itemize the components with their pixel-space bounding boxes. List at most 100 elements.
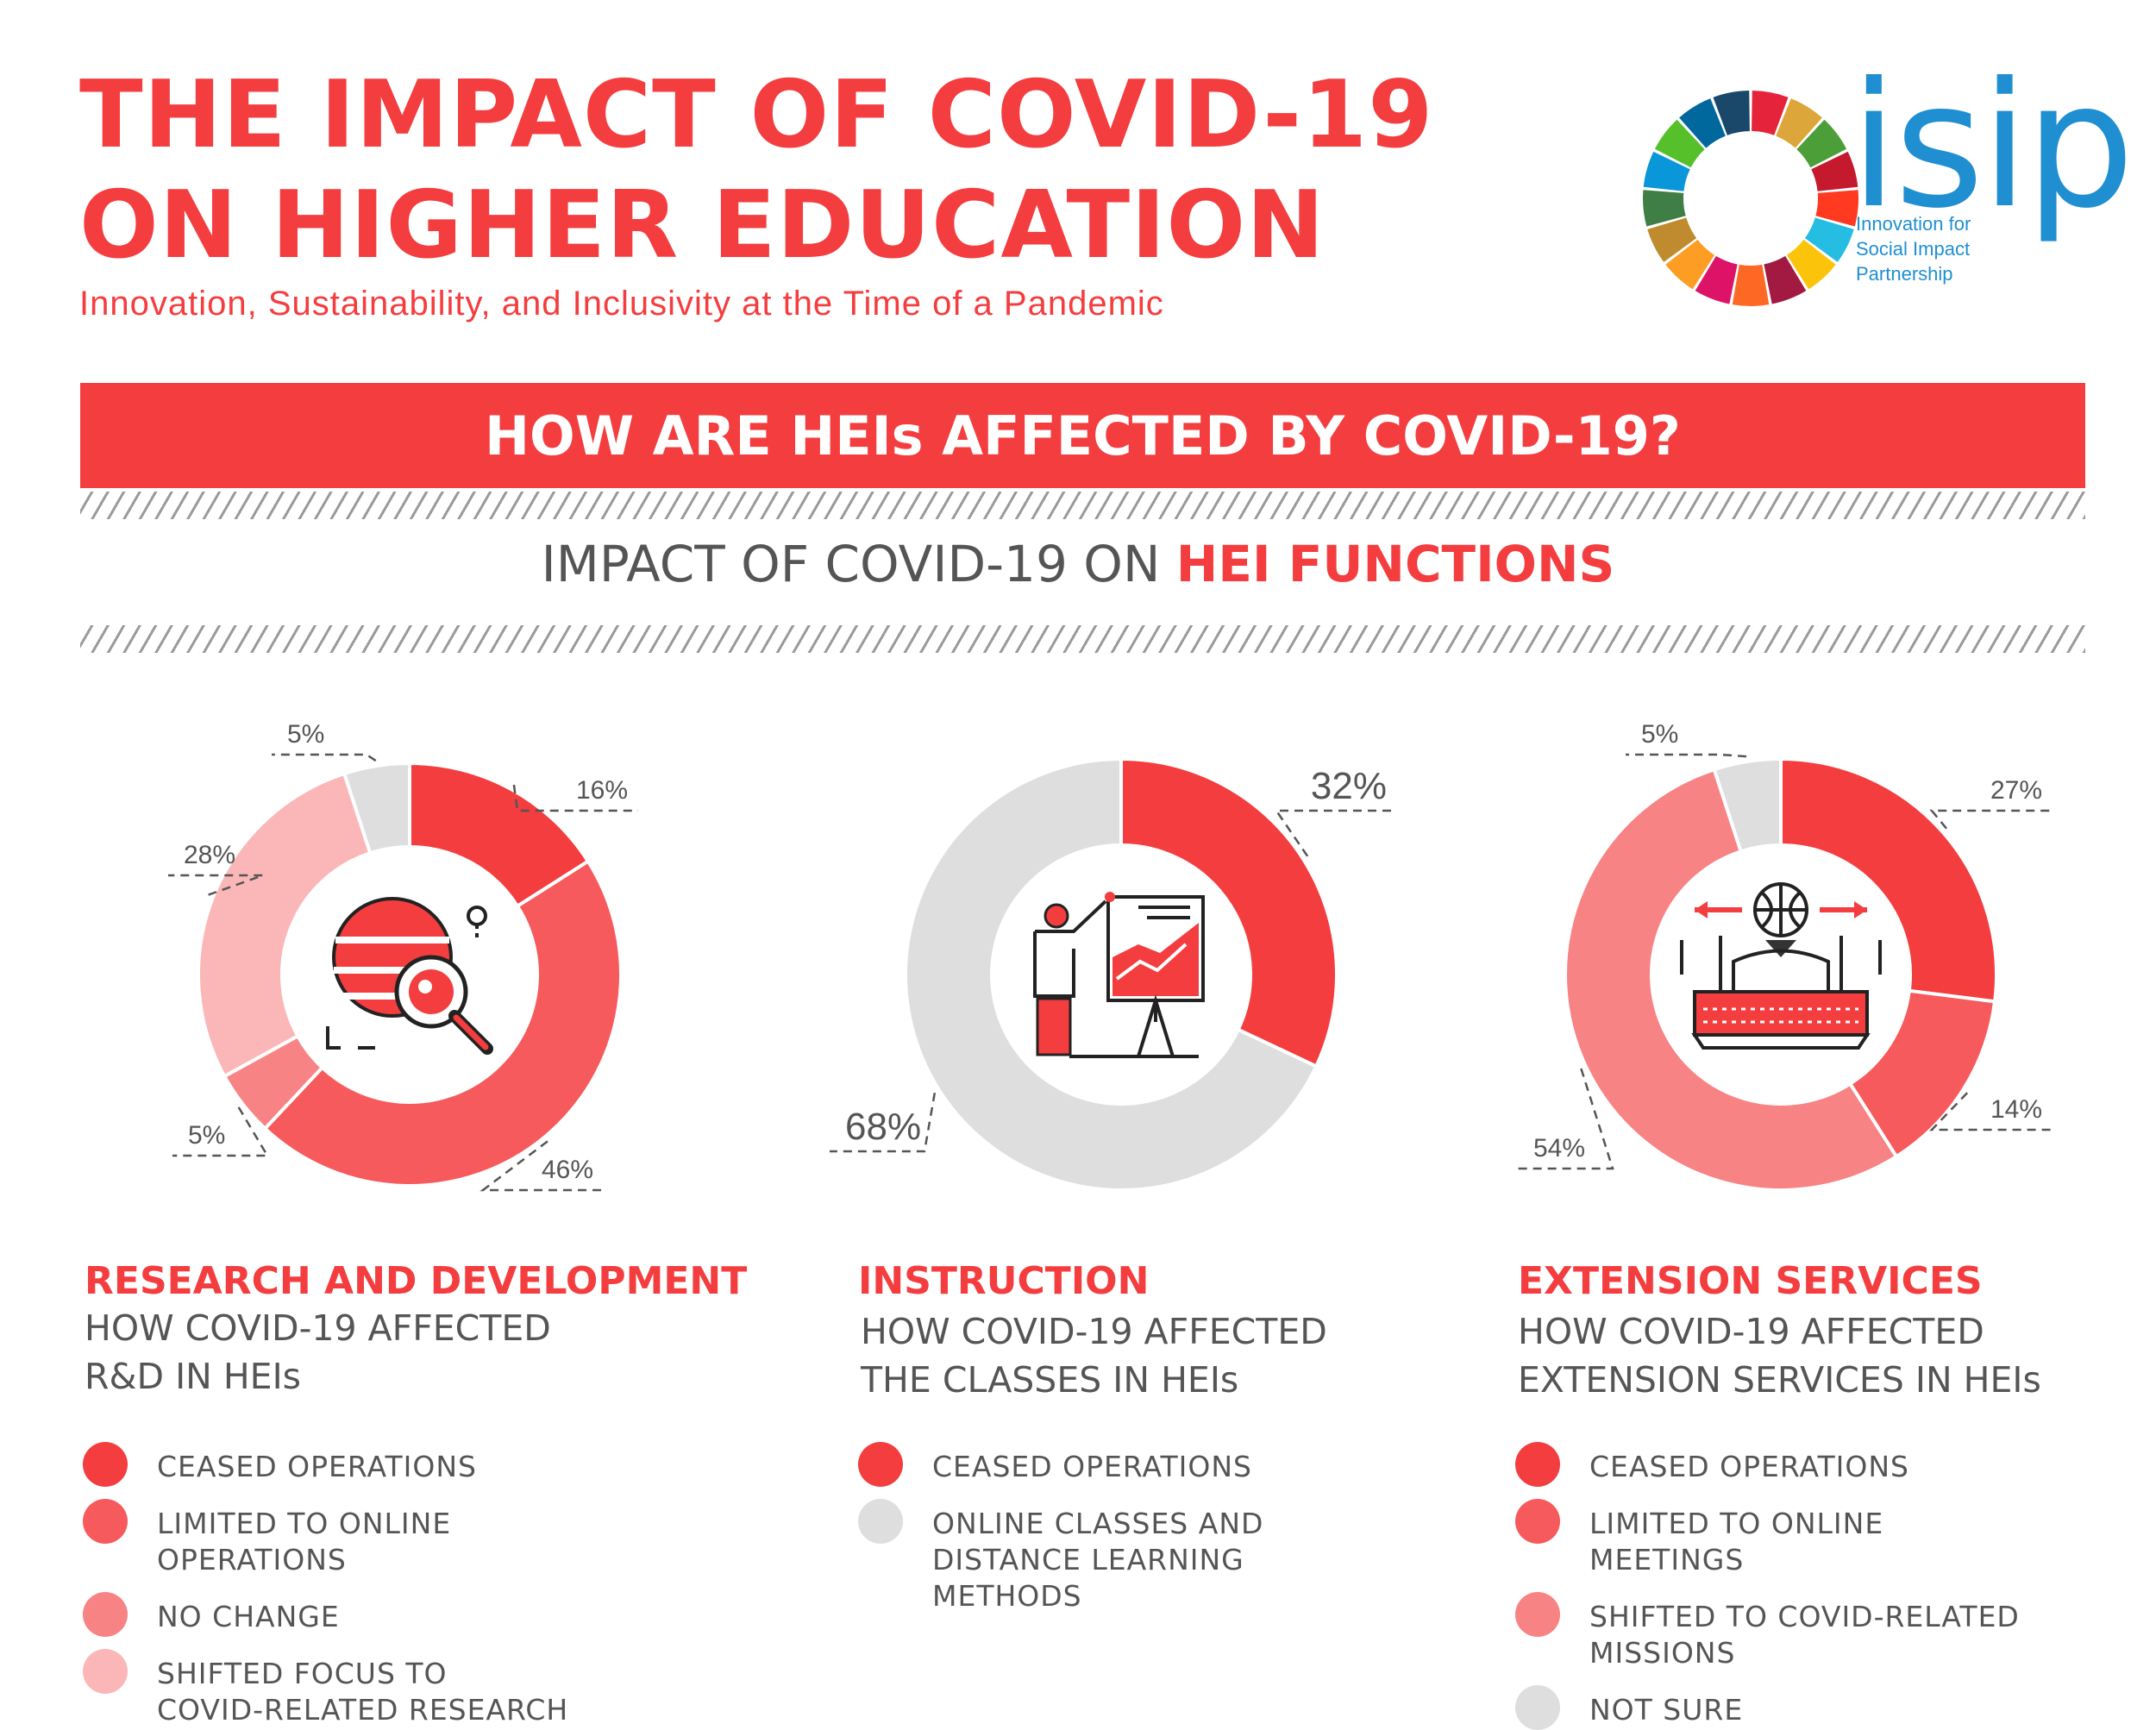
hatch-divider-top bbox=[80, 492, 2085, 519]
legend-label: NO CHANGE bbox=[157, 1600, 340, 1633]
data-label: 5% bbox=[188, 1121, 225, 1150]
donut-chart-extension: 27% 14% 54% 5% bbox=[1518, 720, 2053, 1192]
legend-label: ONLINE CLASSES AND DISTANCE LEARNING MET… bbox=[932, 1507, 1264, 1613]
data-label: 16% bbox=[576, 776, 628, 805]
legend-item: CEASED OPERATIONS bbox=[83, 1442, 477, 1487]
legend-label: CEASED OPERATIONS bbox=[157, 1450, 477, 1483]
logo-ring-segment bbox=[1786, 239, 1836, 290]
logo-ring-segment bbox=[1732, 264, 1770, 306]
donut-slice bbox=[197, 771, 373, 1079]
logo-ring-segment bbox=[1776, 98, 1822, 148]
chart-subtitle-instruction-line-2: THE CLASSES IN HEIs bbox=[861, 1359, 1239, 1401]
data-label: 27% bbox=[1990, 776, 2042, 805]
logo-ring-segment bbox=[1764, 255, 1807, 304]
logo-ring-segment bbox=[1815, 190, 1858, 227]
chart-subtitle-research-line-2: R&D IN HEIs bbox=[85, 1356, 302, 1397]
sdg-wheel-logo bbox=[1643, 91, 1858, 306]
data-label: 32% bbox=[1311, 765, 1387, 807]
legend-item: NOT SURE bbox=[1515, 1685, 1744, 1730]
logo-wordmark: isip bbox=[1850, 46, 2134, 247]
chart-subtitle-extension-line-2: EXTENSION SERVICES IN HEIs bbox=[1518, 1359, 2041, 1401]
legend-item: CEASED OPERATIONS bbox=[1515, 1442, 1909, 1487]
legend-label: LIMITED TO ONLINE OPERATIONS bbox=[157, 1507, 452, 1576]
donut-chart-research: 16% 46% 5% 28% 5% bbox=[168, 720, 638, 1192]
donut-slice bbox=[1712, 756, 1783, 854]
logo-tagline-line-3: Partnership bbox=[1856, 263, 1953, 285]
chart-title-extension: EXTENSION SERVICES bbox=[1518, 1259, 1983, 1303]
page-title: THE IMPACT OF COVID-19 ON HIGHER EDUCATI… bbox=[79, 60, 1459, 281]
legend-item: SHIFTED FOCUS TO COVID-RELATED RESEARCH bbox=[83, 1649, 569, 1728]
legend-swatch bbox=[1515, 1442, 1560, 1487]
legend-label: CEASED OPERATIONS bbox=[1589, 1450, 1909, 1483]
leader-line bbox=[172, 1106, 270, 1157]
legend-swatch bbox=[1515, 1592, 1560, 1637]
leader-line bbox=[830, 1092, 937, 1153]
leader-line bbox=[1929, 1092, 2053, 1131]
data-label: 5% bbox=[1641, 720, 1678, 749]
title-line-1: THE IMPACT OF COVID-19 bbox=[79, 61, 1434, 169]
section-title-plain: IMPACT OF COVID-19 ON bbox=[541, 535, 1176, 593]
data-label: 54% bbox=[1533, 1134, 1585, 1163]
logo-ring-segment bbox=[1679, 98, 1726, 148]
chart-subtitle-research: HOW COVID-19 AFFECTED R&D IN HEIs bbox=[85, 1304, 551, 1401]
logo-tagline: Innovation for Social Impact Partnership bbox=[1856, 211, 2028, 286]
legend-label: SHIFTED TO COVID-RELATED MISSIONS bbox=[1589, 1600, 2020, 1670]
legend-swatch bbox=[1515, 1499, 1560, 1544]
data-label: 46% bbox=[542, 1156, 593, 1184]
legend-item: LIMITED TO ONLINE MEETINGS bbox=[1515, 1499, 1884, 1578]
donut-slice bbox=[342, 761, 411, 856]
logo-ring-segment bbox=[1647, 217, 1697, 262]
legend-item: LIMITED TO ONLINE OPERATIONS bbox=[83, 1499, 452, 1578]
leader-line bbox=[1929, 809, 2053, 830]
donut-slice bbox=[1779, 756, 1998, 1004]
teacher-presentation-icon bbox=[1033, 892, 1205, 1058]
logo-ring-segment bbox=[1752, 91, 1789, 135]
chart-subtitle-instruction-line-1: HOW COVID-19 AFFECTED bbox=[861, 1311, 1327, 1352]
legend-swatch bbox=[83, 1442, 128, 1487]
logo-ring-segment bbox=[1695, 255, 1738, 304]
data-label: 5% bbox=[287, 720, 324, 749]
legend-item: CEASED OPERATIONS bbox=[858, 1442, 1252, 1487]
chart-title-instruction: INSTRUCTION bbox=[858, 1259, 1150, 1303]
logo-ring-segment bbox=[1643, 190, 1686, 227]
leader-line bbox=[512, 784, 638, 812]
question-banner: HOW ARE HEIs AFFECTED BY COVID-19? bbox=[80, 383, 2085, 488]
data-label: 14% bbox=[1990, 1095, 2042, 1124]
hatch-divider-bottom bbox=[80, 625, 2085, 653]
data-label: 28% bbox=[184, 841, 235, 869]
donut-slice bbox=[262, 858, 623, 1188]
globe-magnifier-icon bbox=[326, 897, 493, 1055]
leader-line bbox=[1518, 1068, 1614, 1170]
logo-tagline-line-1: Innovation for bbox=[1856, 213, 1971, 235]
laptop-person-icon bbox=[1680, 882, 1882, 1050]
leader-line bbox=[272, 753, 377, 762]
legend-swatch bbox=[83, 1592, 128, 1637]
chart-subtitle-research-line-1: HOW COVID-19 AFFECTED bbox=[85, 1307, 551, 1349]
title-line-2: ON HIGHER EDUCATION bbox=[79, 172, 1326, 279]
donut-slice bbox=[1119, 756, 1338, 1069]
leader-line bbox=[1274, 809, 1397, 857]
legend-label: NOT SURE bbox=[1589, 1693, 1744, 1727]
donut-slice bbox=[904, 756, 1319, 1192]
logo-ring-segment bbox=[1713, 91, 1750, 135]
legend-label: LIMITED TO ONLINE MEETINGS bbox=[1589, 1507, 1884, 1576]
leader-line bbox=[1626, 753, 1747, 758]
leader-line bbox=[479, 1140, 604, 1192]
legend-swatch bbox=[858, 1442, 903, 1487]
logo-ring-segment bbox=[1796, 119, 1847, 168]
logo-ring-segment bbox=[1811, 151, 1858, 191]
logo-ring-segment bbox=[1804, 217, 1854, 262]
chart-subtitle-extension-line-1: HOW COVID-19 AFFECTED bbox=[1518, 1311, 1984, 1352]
legend-swatch bbox=[858, 1499, 903, 1544]
legend-swatch bbox=[83, 1499, 128, 1544]
donut-chart-instruction: 32% 68% bbox=[830, 756, 1397, 1192]
legend-label: CEASED OPERATIONS bbox=[932, 1450, 1252, 1483]
chart-title-research: RESEARCH AND DEVELOPMENT bbox=[85, 1259, 748, 1303]
data-label: 68% bbox=[845, 1106, 921, 1148]
chart-subtitle-extension: HOW COVID-19 AFFECTED EXTENSION SERVICES… bbox=[1518, 1307, 2041, 1404]
banner-text: HOW ARE HEIs AFFECTED BY COVID-19? bbox=[485, 404, 1681, 467]
legend-item: NO CHANGE bbox=[83, 1592, 340, 1637]
donut-slice bbox=[1564, 767, 1899, 1192]
legend-label: SHIFTED FOCUS TO COVID-RELATED RESEARCH bbox=[157, 1657, 569, 1727]
legend-item: SHIFTED TO COVID-RELATED MISSIONS bbox=[1515, 1592, 2020, 1671]
